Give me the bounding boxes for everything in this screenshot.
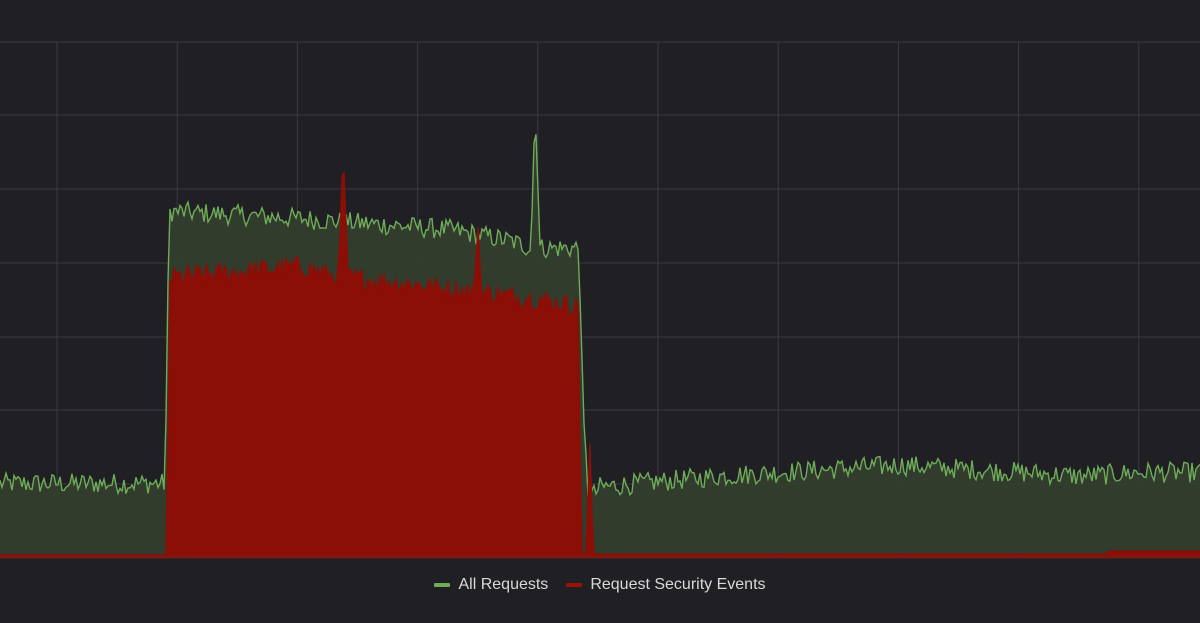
chart-legend: All Requests Request Security Events [0,572,1200,598]
legend-item-all-requests[interactable]: All Requests [434,576,548,594]
series-line-all-requests [0,134,1200,500]
legend-swatch-green [434,583,451,587]
requests-chart [0,41,1200,559]
legend-item-security-events[interactable]: Request Security Events [566,576,766,594]
series-line-security-events [0,171,1200,556]
legend-swatch-red [566,583,583,587]
area-fill-security-events [0,172,1200,557]
legend-label-all-requests: All Requests [458,576,549,593]
chart-areas [0,134,1200,557]
legend-label-security-events: Request Security Events [590,576,766,593]
